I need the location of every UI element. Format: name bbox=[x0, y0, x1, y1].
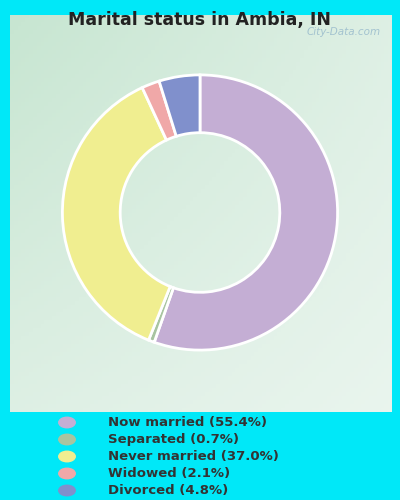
Wedge shape bbox=[154, 75, 338, 350]
Text: Never married (37.0%): Never married (37.0%) bbox=[108, 450, 279, 463]
Circle shape bbox=[59, 417, 75, 428]
Wedge shape bbox=[159, 75, 200, 136]
Text: Marital status in Ambia, IN: Marital status in Ambia, IN bbox=[68, 11, 332, 29]
Text: Divorced (4.8%): Divorced (4.8%) bbox=[108, 484, 228, 497]
Wedge shape bbox=[62, 88, 170, 340]
Circle shape bbox=[59, 468, 75, 479]
Wedge shape bbox=[142, 81, 176, 140]
Circle shape bbox=[59, 485, 75, 496]
Circle shape bbox=[59, 434, 75, 445]
Text: Separated (0.7%): Separated (0.7%) bbox=[108, 433, 239, 446]
Text: Widowed (2.1%): Widowed (2.1%) bbox=[108, 467, 230, 480]
Circle shape bbox=[59, 451, 75, 462]
Text: Now married (55.4%): Now married (55.4%) bbox=[108, 416, 267, 429]
Text: City-Data.com: City-Data.com bbox=[306, 27, 380, 37]
Wedge shape bbox=[148, 286, 174, 343]
